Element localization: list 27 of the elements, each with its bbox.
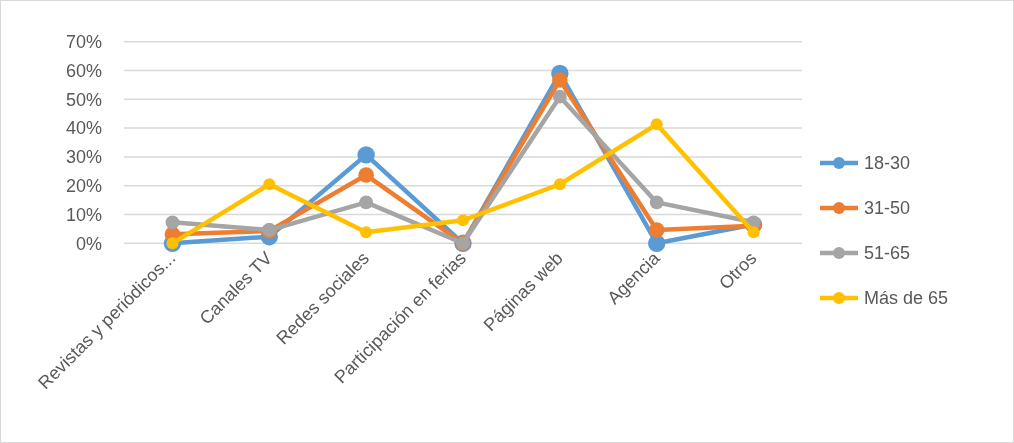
y-tick-label: 0% xyxy=(75,233,102,254)
point xyxy=(649,195,664,210)
point xyxy=(648,222,665,238)
y-tick-label: 30% xyxy=(65,147,102,168)
point xyxy=(552,72,568,88)
y-tick-label: 40% xyxy=(65,118,102,139)
point xyxy=(359,195,374,210)
y-tick-label: 10% xyxy=(65,204,102,225)
y-tick-label: 60% xyxy=(65,60,102,81)
point xyxy=(553,178,566,191)
y-tick-label: 20% xyxy=(65,176,102,196)
legend-label: Más de 65 xyxy=(864,288,949,309)
legend-label: 31-50 xyxy=(864,198,911,219)
point xyxy=(263,178,276,191)
legend-label: 18-30 xyxy=(864,153,911,174)
legend-label: 51-65 xyxy=(864,243,911,264)
point xyxy=(358,167,374,183)
point xyxy=(648,234,666,252)
y-tick-label: 50% xyxy=(65,89,102,110)
point xyxy=(747,226,760,239)
point xyxy=(357,146,375,164)
point xyxy=(650,118,663,131)
point xyxy=(360,226,373,239)
point xyxy=(552,89,567,104)
point xyxy=(165,215,180,230)
y-tick-label: 70% xyxy=(65,32,102,52)
point xyxy=(457,214,469,227)
